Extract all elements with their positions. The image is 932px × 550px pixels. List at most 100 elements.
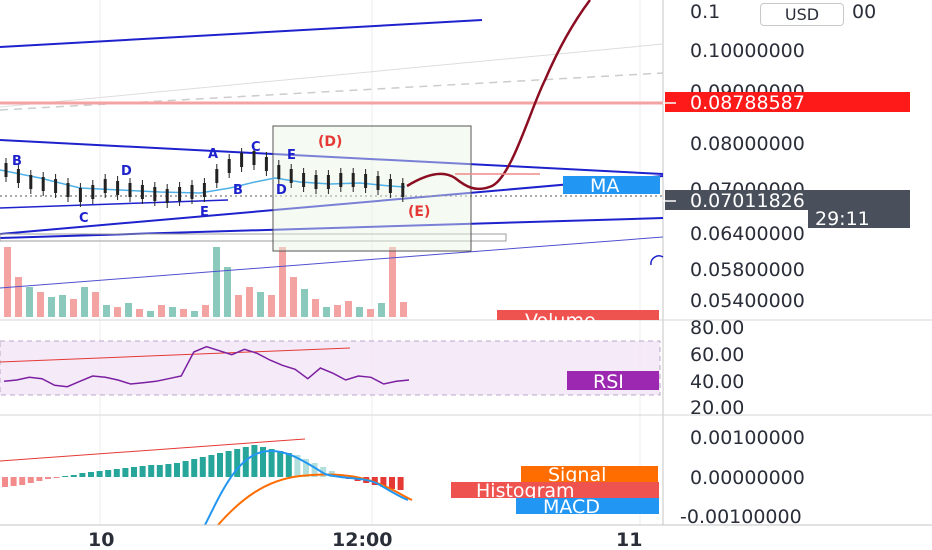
macd-label-zero: 0.00000000 bbox=[690, 467, 805, 489]
rsi-line bbox=[3, 345, 410, 388]
macd-histogram-bar bbox=[199, 457, 206, 477]
macd-histogram-bar bbox=[131, 467, 137, 477]
rsi-band bbox=[0, 340, 661, 396]
macd-histogram-bar bbox=[303, 459, 309, 477]
projection-path bbox=[406, 0, 592, 191]
macd-histogram-bar bbox=[53, 477, 60, 478]
currency-button[interactable]: USD bbox=[760, 3, 844, 26]
volume-bar bbox=[15, 277, 22, 317]
candle-body bbox=[178, 187, 182, 201]
candle-body bbox=[153, 187, 157, 201]
macd-tag: MACD bbox=[516, 496, 659, 518]
macd-histogram-bar bbox=[165, 464, 172, 477]
time-label-11: 11 bbox=[616, 529, 642, 550]
macd-histogram-bar bbox=[217, 453, 223, 477]
rsi-divergence-line bbox=[0, 347, 351, 363]
volume-bar bbox=[279, 247, 286, 317]
volume-bar bbox=[4, 247, 11, 317]
current-price-tag: 0.08788587 bbox=[663, 92, 910, 114]
macd-histogram-bar bbox=[294, 455, 301, 477]
triangle-upper-line bbox=[0, 139, 664, 175]
volume-bar bbox=[136, 309, 143, 317]
candle-body bbox=[240, 153, 244, 167]
dashed-resistance-line bbox=[0, 72, 664, 111]
volume-bars bbox=[4, 247, 407, 317]
macd-histogram-bar bbox=[36, 477, 43, 481]
candle-body bbox=[252, 151, 256, 165]
volume-bar bbox=[158, 305, 165, 317]
volume-bar bbox=[257, 292, 264, 317]
candle-body bbox=[264, 157, 268, 171]
macd-histogram-bar bbox=[105, 470, 112, 477]
macd-histogram bbox=[2, 445, 404, 490]
candle-body bbox=[103, 179, 107, 193]
price-label-top: 0.1 bbox=[690, 1, 720, 23]
rsi-tag-text: RSI bbox=[593, 371, 624, 393]
time-label-10: 10 bbox=[88, 529, 114, 550]
ma-tag-text: MA bbox=[590, 175, 619, 197]
macd-histogram-bar bbox=[45, 477, 51, 479]
wave-label-e2: E bbox=[287, 148, 296, 163]
horizontal-box bbox=[0, 233, 507, 242]
macd-histogram-bar bbox=[122, 468, 129, 477]
wave-label-a2: A bbox=[208, 147, 218, 162]
last-price-value: 0.07011826 bbox=[690, 190, 805, 212]
volume-bar bbox=[334, 305, 341, 317]
volume-bar bbox=[48, 297, 55, 317]
candle-body bbox=[326, 175, 330, 189]
rsi-label-80: 80.00 bbox=[690, 317, 744, 339]
candle-body bbox=[277, 165, 281, 179]
projection-label-d: (D) bbox=[318, 134, 342, 150]
volume-bar bbox=[202, 305, 209, 317]
top-channel-line bbox=[0, 19, 483, 48]
volume-bar bbox=[180, 309, 187, 317]
price-axis: 0.1 00 0.10000000 0.09000000 0.08000000 … bbox=[680, 1, 876, 528]
macd-histogram-bar bbox=[260, 447, 266, 477]
macd-histogram-bar bbox=[27, 477, 34, 483]
macd-histogram-bar bbox=[113, 469, 120, 477]
projection-box bbox=[272, 125, 472, 252]
macd-histogram-bar bbox=[88, 472, 94, 477]
volume-bar bbox=[224, 267, 231, 317]
volume-bar bbox=[103, 305, 110, 317]
macd-histogram-bar bbox=[70, 475, 77, 477]
volume-bar bbox=[268, 295, 275, 317]
projection-label-e: (E) bbox=[408, 204, 430, 220]
macd-histogram-bar bbox=[96, 471, 103, 477]
candle-body bbox=[29, 175, 33, 189]
volume-bar bbox=[191, 311, 198, 317]
volume-tag-text: Volume bbox=[525, 310, 596, 332]
wave-labels: B D C E A C E B D (D) (E) bbox=[12, 134, 430, 226]
candle-body bbox=[78, 188, 82, 202]
countdown-value: 29:11 bbox=[815, 208, 870, 230]
candle-body bbox=[140, 185, 144, 199]
time-gridlines bbox=[99, 0, 641, 525]
candle-body bbox=[91, 185, 95, 199]
candle-body bbox=[4, 163, 8, 177]
volume-bar bbox=[213, 247, 220, 317]
volume-bar bbox=[378, 303, 385, 317]
trend-lines bbox=[0, 19, 664, 289]
time-axis: 10 12:00 11 bbox=[88, 529, 642, 550]
ma-tag: MA bbox=[563, 175, 660, 197]
macd-histogram-bar bbox=[268, 449, 275, 477]
rsi-tag: RSI bbox=[567, 371, 659, 393]
macd-histogram-bar bbox=[19, 477, 26, 485]
wave-label-d1: D bbox=[121, 164, 132, 179]
candle-body bbox=[16, 169, 20, 183]
price-label-010: 0.10000000 bbox=[690, 40, 805, 62]
macd-histogram-bar bbox=[225, 451, 232, 477]
candle-body bbox=[190, 185, 194, 199]
candle-body bbox=[202, 183, 206, 197]
candle-body bbox=[401, 183, 405, 197]
volume-bar bbox=[169, 307, 176, 317]
volume-bar bbox=[356, 307, 363, 317]
macd-histogram-bar bbox=[148, 465, 155, 477]
volume-bar bbox=[345, 301, 352, 317]
macd-histogram-bar bbox=[182, 461, 189, 477]
triangle-lower-line bbox=[0, 175, 664, 235]
candle-body bbox=[351, 173, 355, 187]
macd-histogram-bar bbox=[79, 473, 86, 477]
volume-bar bbox=[301, 289, 308, 317]
